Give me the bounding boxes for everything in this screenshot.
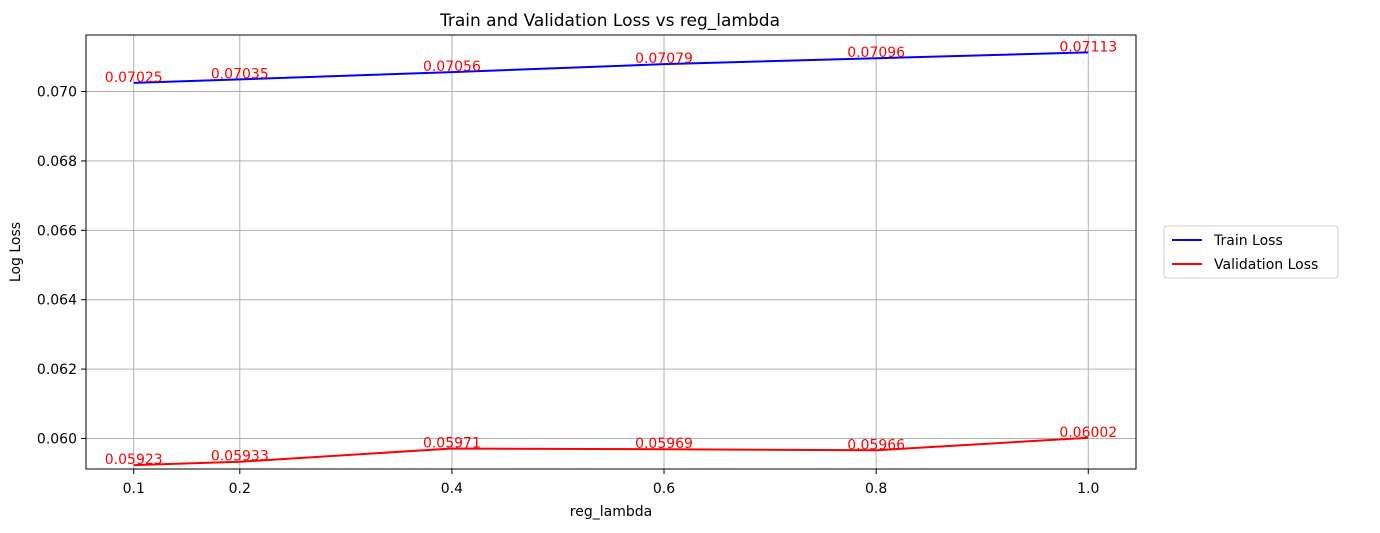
data-labels: 0.07025 0.07035 0.07056 0.07079 0.07096 0.071… <box>105 39 1117 468</box>
data-label-train-loss: 0.07096 <box>847 45 905 61</box>
x-tick-label: 1.0 <box>1077 481 1099 497</box>
y-tick-label: 0.062 <box>37 362 77 378</box>
data-label-train-loss: 0.07056 <box>423 59 481 75</box>
grid-lines <box>86 35 1136 469</box>
y-tick-label: 0.064 <box>37 293 77 309</box>
x-axis-label: reg_lambda <box>570 504 652 520</box>
data-label-train-loss: 0.07035 <box>211 66 269 82</box>
y-axis-label: Log Loss <box>8 222 24 282</box>
plot-frame <box>85 34 1137 470</box>
data-label-validation-loss: 0.05969 <box>635 436 693 452</box>
data-label-validation-loss: 0.05971 <box>423 436 481 452</box>
x-tick-label: 0.6 <box>653 481 675 497</box>
x-tick-label: 0.1 <box>123 481 145 497</box>
series-line-validation-loss <box>133 436 1089 467</box>
series-lines <box>133 51 1089 467</box>
y-axis-ticks: 0.060 0.062 0.064 0.066 0.068 0.070 <box>37 85 86 447</box>
data-label-train-loss: 0.07025 <box>105 70 163 86</box>
legend-label-validation-loss: Validation Loss <box>1214 257 1318 273</box>
data-label-train-loss: 0.07079 <box>635 51 693 67</box>
y-tick-label: 0.060 <box>37 431 77 447</box>
x-tick-label: 0.4 <box>441 481 463 497</box>
x-axis-ticks: 0.1 0.2 0.4 0.6 0.8 1.0 <box>123 469 1099 497</box>
legend-label-train-loss: Train Loss <box>1213 233 1283 249</box>
data-label-validation-loss: 0.05923 <box>105 452 163 468</box>
data-label-validation-loss: 0.06002 <box>1059 425 1117 441</box>
chart-title: Train and Validation Loss vs reg_lambda <box>439 11 780 31</box>
legend-box <box>1163 225 1339 279</box>
data-label-train-loss: 0.07113 <box>1059 39 1117 55</box>
data-label-validation-loss: 0.05933 <box>211 449 269 465</box>
series-line-train-loss <box>133 51 1089 84</box>
legend: Train Loss Validation Loss <box>1163 225 1339 279</box>
x-tick-label: 0.8 <box>865 481 887 497</box>
y-tick-label: 0.070 <box>37 85 77 101</box>
y-tick-label: 0.068 <box>37 154 77 170</box>
data-label-validation-loss: 0.05966 <box>847 437 905 453</box>
y-tick-label: 0.066 <box>37 223 77 239</box>
x-tick-label: 0.2 <box>229 481 251 497</box>
